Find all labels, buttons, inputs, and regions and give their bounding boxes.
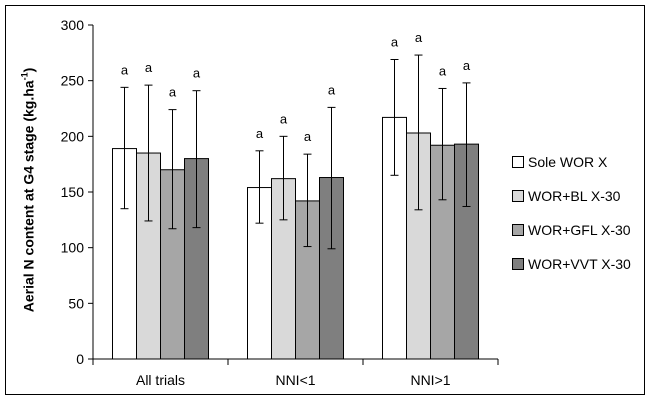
- x-tick-label: All trials: [136, 372, 185, 388]
- significance-letter: a: [256, 126, 264, 141]
- legend-swatch: [512, 224, 524, 236]
- significance-letter: a: [169, 85, 177, 100]
- y-tick-label: 150: [61, 184, 85, 200]
- legend-item-sole-wor: Sole WOR X: [512, 145, 648, 179]
- y-tick-label: 50: [68, 295, 84, 311]
- significance-letter: a: [439, 63, 447, 78]
- legend-label: WOR+VVT X-30: [528, 256, 631, 272]
- legend: Sole WOR X WOR+BL X-30 WOR+GFL X-30 WOR+…: [512, 145, 648, 281]
- y-tick-label: 0: [76, 351, 84, 367]
- y-tick-label: 300: [61, 17, 85, 33]
- y-tick-label: 100: [61, 240, 85, 256]
- y-axis-label-tail: ): [20, 67, 37, 73]
- significance-letter: a: [391, 35, 399, 50]
- legend-item-wor-gfl: WOR+GFL X-30: [512, 213, 648, 247]
- y-tick-label: 200: [61, 128, 85, 144]
- legend-label: WOR+GFL X-30: [528, 222, 631, 238]
- significance-letter: a: [328, 82, 336, 97]
- significance-letter: a: [145, 60, 153, 75]
- significance-letter: a: [121, 62, 129, 77]
- significance-letter: a: [304, 129, 312, 144]
- legend-swatch: [512, 156, 524, 168]
- y-axis-label-exponent: -1: [19, 72, 30, 81]
- legend-item-wor-bl: WOR+BL X-30: [512, 179, 648, 213]
- legend-label: Sole WOR X: [528, 154, 608, 170]
- y-axis-label: Aerial N content at G4 stage (kg.ha-1): [20, 68, 37, 313]
- significance-letter: a: [463, 58, 471, 73]
- significance-letter: a: [415, 30, 423, 45]
- x-tick-label: NNI<1: [275, 372, 315, 388]
- legend-swatch: [512, 258, 524, 270]
- significance-letter: a: [193, 66, 201, 81]
- legend-item-wor-vvt: WOR+VVT X-30: [512, 247, 648, 281]
- bar: [271, 178, 296, 360]
- x-tick-label: NNI>1: [410, 372, 450, 388]
- legend-label: WOR+BL X-30: [528, 188, 621, 204]
- y-axis-label-main: Aerial N content at G4 stage (kg.ha: [20, 80, 37, 313]
- significance-letter: a: [280, 111, 288, 126]
- y-tick-label: 250: [61, 73, 85, 89]
- legend-swatch: [512, 190, 524, 202]
- y-axis-label-area: Aerial N content at G4 stage (kg.ha-1): [0, 0, 52, 401]
